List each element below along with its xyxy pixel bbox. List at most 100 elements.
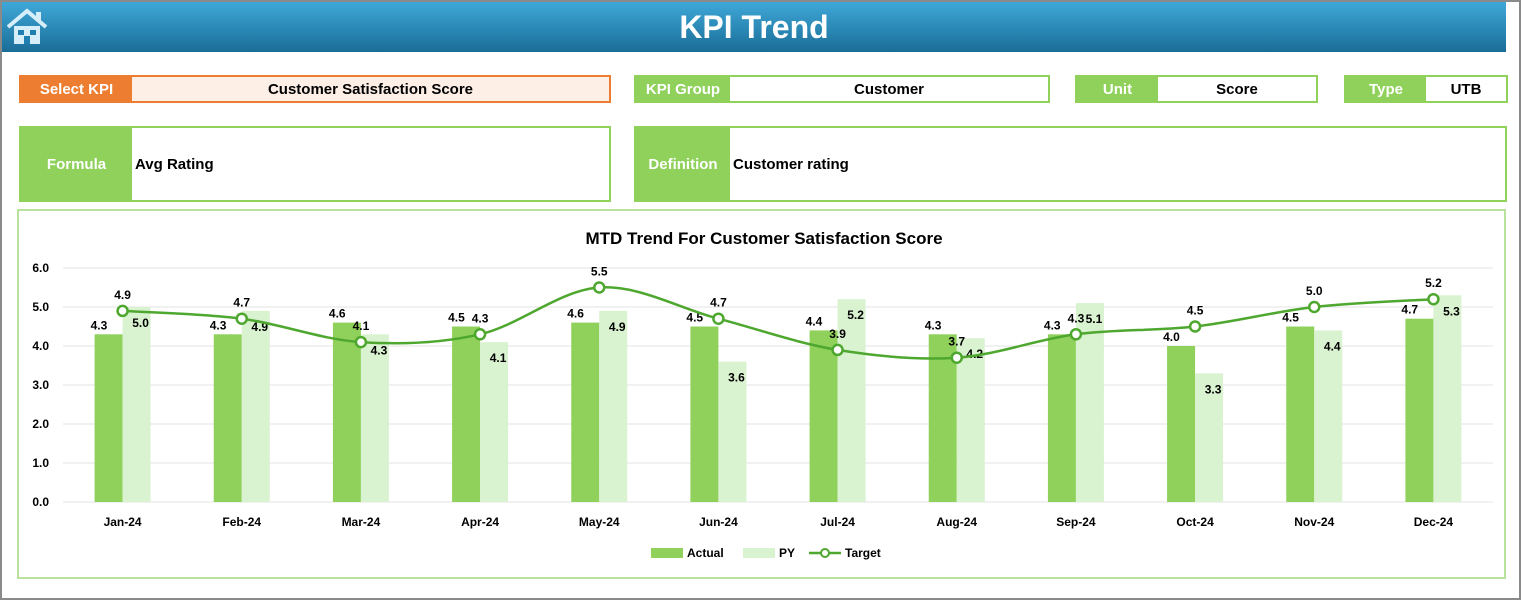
target-data-label: 4.5 (1187, 304, 1204, 318)
actual-bar (213, 334, 242, 502)
py-bar (599, 310, 628, 502)
legend-actual: Actual (687, 546, 724, 560)
legend-target: Target (845, 546, 881, 560)
chart-svg: MTD Trend For Customer Satisfaction Scor… (32, 229, 1493, 560)
target-marker (831, 343, 844, 357)
unit-field: Unit Score (1075, 75, 1318, 103)
select-kpi-dropdown[interactable]: Select KPI Customer Satisfaction Score (19, 75, 611, 103)
target-data-label: 5.2 (1425, 276, 1442, 290)
legend-py: PY (779, 546, 795, 560)
target-marker (473, 328, 487, 341)
target-data-label: 4.3 (1068, 311, 1085, 325)
target-marker (235, 312, 248, 325)
actual-data-label: 4.5 (448, 311, 465, 325)
x-tick-label: Jun-24 (699, 515, 738, 529)
legend-py-swatch (743, 548, 775, 558)
actual-data-label: 4.3 (210, 318, 227, 332)
actual-bar (690, 326, 719, 502)
legend-target-marker (820, 548, 830, 558)
target-line (122, 286, 1434, 360)
x-tick-label: Jul-24 (820, 515, 855, 529)
target-marker (1427, 292, 1440, 306)
actual-bar (571, 322, 600, 502)
actual-bar (1405, 318, 1434, 502)
py-bar (837, 299, 866, 502)
actual-data-label: 4.7 (1401, 303, 1418, 317)
x-tick-label: Mar-24 (342, 515, 381, 529)
target-data-label: 3.7 (948, 335, 965, 349)
formula-label: Formula (21, 128, 132, 200)
target-data-label: 5.0 (1306, 284, 1323, 298)
target-data-label: 5.5 (591, 265, 608, 279)
x-tick-label: Apr-24 (461, 515, 499, 529)
py-data-label: 4.2 (966, 347, 983, 361)
py-data-label: 5.2 (847, 308, 864, 322)
target-marker (593, 281, 606, 294)
type-value: UTB (1450, 80, 1482, 98)
target-marker (950, 351, 963, 364)
target-data-label: 4.7 (233, 296, 250, 310)
actual-data-label: 4.3 (91, 318, 108, 332)
y-tick-label: 1.0 (32, 456, 49, 470)
py-data-label: 4.3 (371, 343, 388, 357)
y-tick-label: 3.0 (32, 378, 49, 392)
y-tick-label: 6.0 (32, 261, 49, 275)
py-bar (480, 342, 509, 502)
target-marker (354, 335, 368, 349)
target-marker (1069, 328, 1083, 341)
actual-data-label: 4.6 (329, 307, 346, 321)
actual-bar (94, 334, 123, 502)
target-marker (712, 312, 725, 325)
target-data-label: 4.7 (710, 296, 727, 310)
py-data-label: 5.3 (1443, 304, 1460, 318)
target-data-label: 4.1 (353, 319, 370, 333)
definition-field: Definition Customer rating (634, 126, 1507, 202)
select-kpi-value[interactable]: Customer Satisfaction Score (267, 80, 474, 98)
actual-data-label: 4.4 (806, 314, 823, 328)
definition-value: Customer rating (733, 155, 849, 173)
x-tick-label: Sep-24 (1056, 515, 1096, 529)
py-data-label: 5.1 (1086, 312, 1103, 326)
x-tick-label: Aug-24 (936, 515, 977, 529)
y-tick-label: 2.0 (32, 417, 49, 431)
py-bar (122, 307, 151, 502)
chart-title: MTD Trend For Customer Satisfaction Scor… (585, 229, 942, 248)
actual-data-label: 4.3 (925, 318, 942, 332)
x-tick-label: Dec-24 (1414, 515, 1454, 529)
py-data-label: 5.0 (132, 316, 149, 330)
py-data-label: 3.6 (728, 371, 745, 385)
py-bar (241, 310, 270, 502)
legend-actual-swatch (651, 548, 683, 558)
page-title: KPI Trend (679, 9, 829, 45)
x-tick-label: Feb-24 (222, 515, 261, 529)
select-kpi-label: Select KPI (21, 77, 132, 101)
y-tick-label: 4.0 (32, 339, 49, 353)
home-icon[interactable] (6, 8, 48, 46)
type-label: Type (1346, 77, 1426, 101)
py-bar (718, 361, 747, 502)
target-data-label: 4.9 (114, 288, 131, 302)
actual-data-label: 4.3 (1044, 318, 1061, 332)
py-data-label: 3.3 (1205, 382, 1222, 396)
py-bar (1314, 330, 1343, 502)
actual-data-label: 4.6 (567, 307, 584, 321)
py-data-label: 4.4 (1324, 339, 1341, 353)
actual-bar (452, 326, 481, 502)
actual-bar (1286, 326, 1315, 502)
target-marker (116, 304, 129, 318)
kpi-group-label: KPI Group (636, 77, 730, 101)
py-bar (1433, 295, 1462, 502)
py-data-label: 4.9 (609, 320, 626, 334)
trend-chart: MTD Trend For Customer Satisfaction Scor… (17, 209, 1506, 579)
x-tick-label: Oct-24 (1176, 515, 1214, 529)
actual-data-label: 4.5 (1282, 311, 1299, 325)
target-data-label: 3.9 (829, 327, 846, 341)
target-marker (1188, 320, 1202, 333)
y-tick-label: 5.0 (32, 300, 49, 314)
actual-data-label: 4.0 (1163, 330, 1180, 344)
target-marker (1308, 300, 1321, 314)
x-tick-label: Nov-24 (1294, 515, 1334, 529)
py-bar (1195, 373, 1224, 502)
target-data-label: 4.3 (472, 311, 489, 325)
kpi-group-value: Customer (853, 80, 924, 98)
